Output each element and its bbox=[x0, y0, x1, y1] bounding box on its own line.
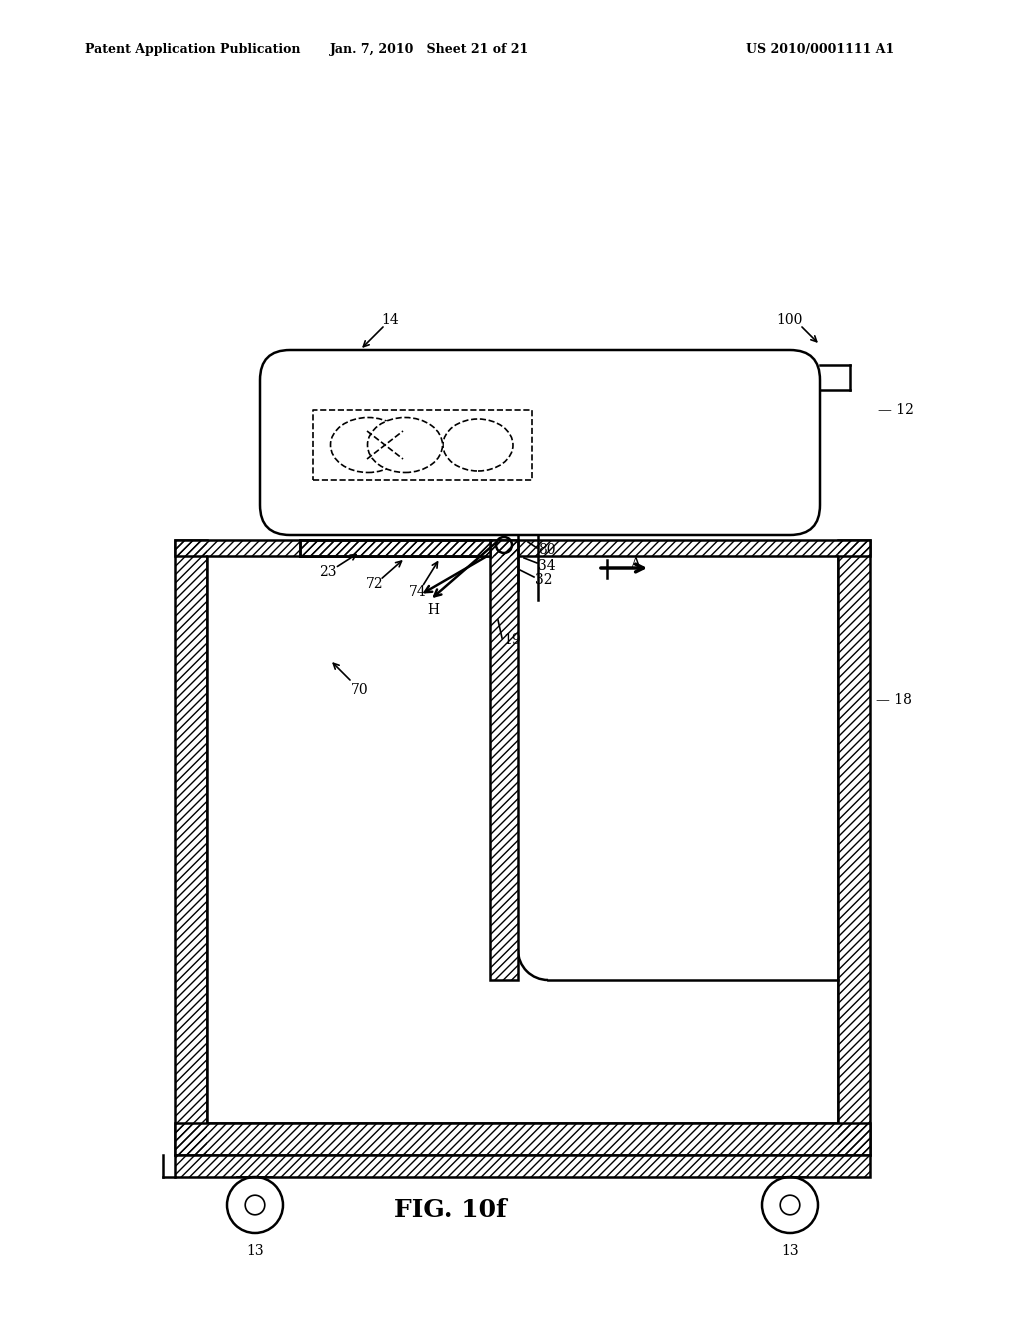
Text: — 12: — 12 bbox=[878, 403, 913, 417]
Text: — 18: — 18 bbox=[876, 693, 912, 708]
Ellipse shape bbox=[331, 417, 406, 473]
Text: 21: 21 bbox=[542, 441, 560, 455]
Ellipse shape bbox=[443, 418, 513, 471]
Bar bbox=[175, 1155, 870, 1177]
Bar bbox=[175, 540, 870, 556]
Text: 23: 23 bbox=[319, 565, 337, 579]
Text: 13: 13 bbox=[246, 1243, 264, 1258]
Bar bbox=[175, 540, 207, 1155]
Bar bbox=[175, 1155, 870, 1177]
Ellipse shape bbox=[368, 417, 442, 473]
Text: Patent Application Publication: Patent Application Publication bbox=[85, 44, 300, 57]
Bar bbox=[175, 540, 207, 1155]
Text: 20: 20 bbox=[452, 363, 469, 378]
Bar bbox=[838, 540, 870, 1155]
Bar bbox=[300, 540, 490, 556]
Text: 13: 13 bbox=[781, 1243, 799, 1258]
Bar bbox=[838, 540, 870, 1155]
Text: 82: 82 bbox=[536, 506, 554, 519]
Text: 19: 19 bbox=[503, 634, 520, 647]
Text: A: A bbox=[630, 557, 640, 572]
Text: 72: 72 bbox=[367, 577, 384, 591]
Bar bbox=[175, 540, 870, 556]
Text: 74: 74 bbox=[410, 585, 427, 599]
Bar bbox=[490, 540, 518, 979]
FancyBboxPatch shape bbox=[260, 350, 820, 535]
Text: H: H bbox=[427, 603, 439, 616]
Bar bbox=[175, 1123, 870, 1155]
Text: FIG. 10f: FIG. 10f bbox=[393, 1199, 507, 1222]
Text: 70: 70 bbox=[351, 682, 369, 697]
Text: Jan. 7, 2010   Sheet 21 of 21: Jan. 7, 2010 Sheet 21 of 21 bbox=[331, 44, 529, 57]
Text: US 2010/0001111 A1: US 2010/0001111 A1 bbox=[745, 44, 894, 57]
Text: 32: 32 bbox=[535, 573, 553, 587]
Bar bbox=[300, 540, 490, 556]
Text: 80: 80 bbox=[538, 543, 555, 557]
Text: 100: 100 bbox=[777, 313, 803, 327]
Text: 14: 14 bbox=[381, 313, 399, 327]
Text: 21: 21 bbox=[286, 436, 304, 449]
Bar bbox=[175, 1123, 870, 1155]
Bar bbox=[490, 540, 518, 979]
Text: 34: 34 bbox=[538, 558, 556, 573]
